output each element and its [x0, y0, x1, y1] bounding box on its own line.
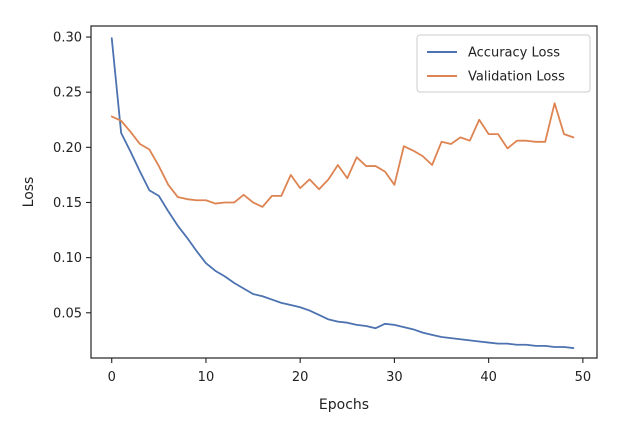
- y-tick-label: 0.15: [53, 196, 82, 211]
- series-line-validation-loss: [110, 102, 575, 208]
- plot-frame: [90, 25, 598, 359]
- legend-label-validation-loss: Validation Loss: [468, 70, 565, 85]
- x-tick-label: 50: [575, 370, 592, 385]
- series-line-accuracy-loss: [110, 37, 575, 349]
- x-tick-label: 0: [108, 370, 116, 385]
- x-axis-title: Epochs: [319, 397, 369, 413]
- x-tick-label: 30: [386, 370, 403, 385]
- x-tick-label: 40: [480, 370, 497, 385]
- legend-box: [416, 34, 591, 93]
- y-tick-label: 0.20: [53, 141, 82, 156]
- y-axis: 0.05 0.10 0.15 0.20 0.25 0.30: [53, 31, 91, 321]
- legend-label-accuracy-loss: Accuracy Loss: [468, 46, 560, 61]
- legend: Accuracy Loss Validation Loss: [416, 34, 591, 93]
- y-axis-title: Loss: [21, 177, 37, 208]
- y-tick-label: 0.10: [53, 251, 82, 266]
- series-layer: [110, 37, 575, 349]
- y-tick-label: 0.05: [53, 306, 82, 321]
- x-tick-label: 20: [292, 370, 309, 385]
- y-tick-label: 0.30: [53, 31, 82, 46]
- x-tick-label: 10: [198, 370, 215, 385]
- y-tick-label: 0.25: [53, 86, 82, 101]
- x-axis: 0 10 20 30 40 50: [108, 358, 592, 385]
